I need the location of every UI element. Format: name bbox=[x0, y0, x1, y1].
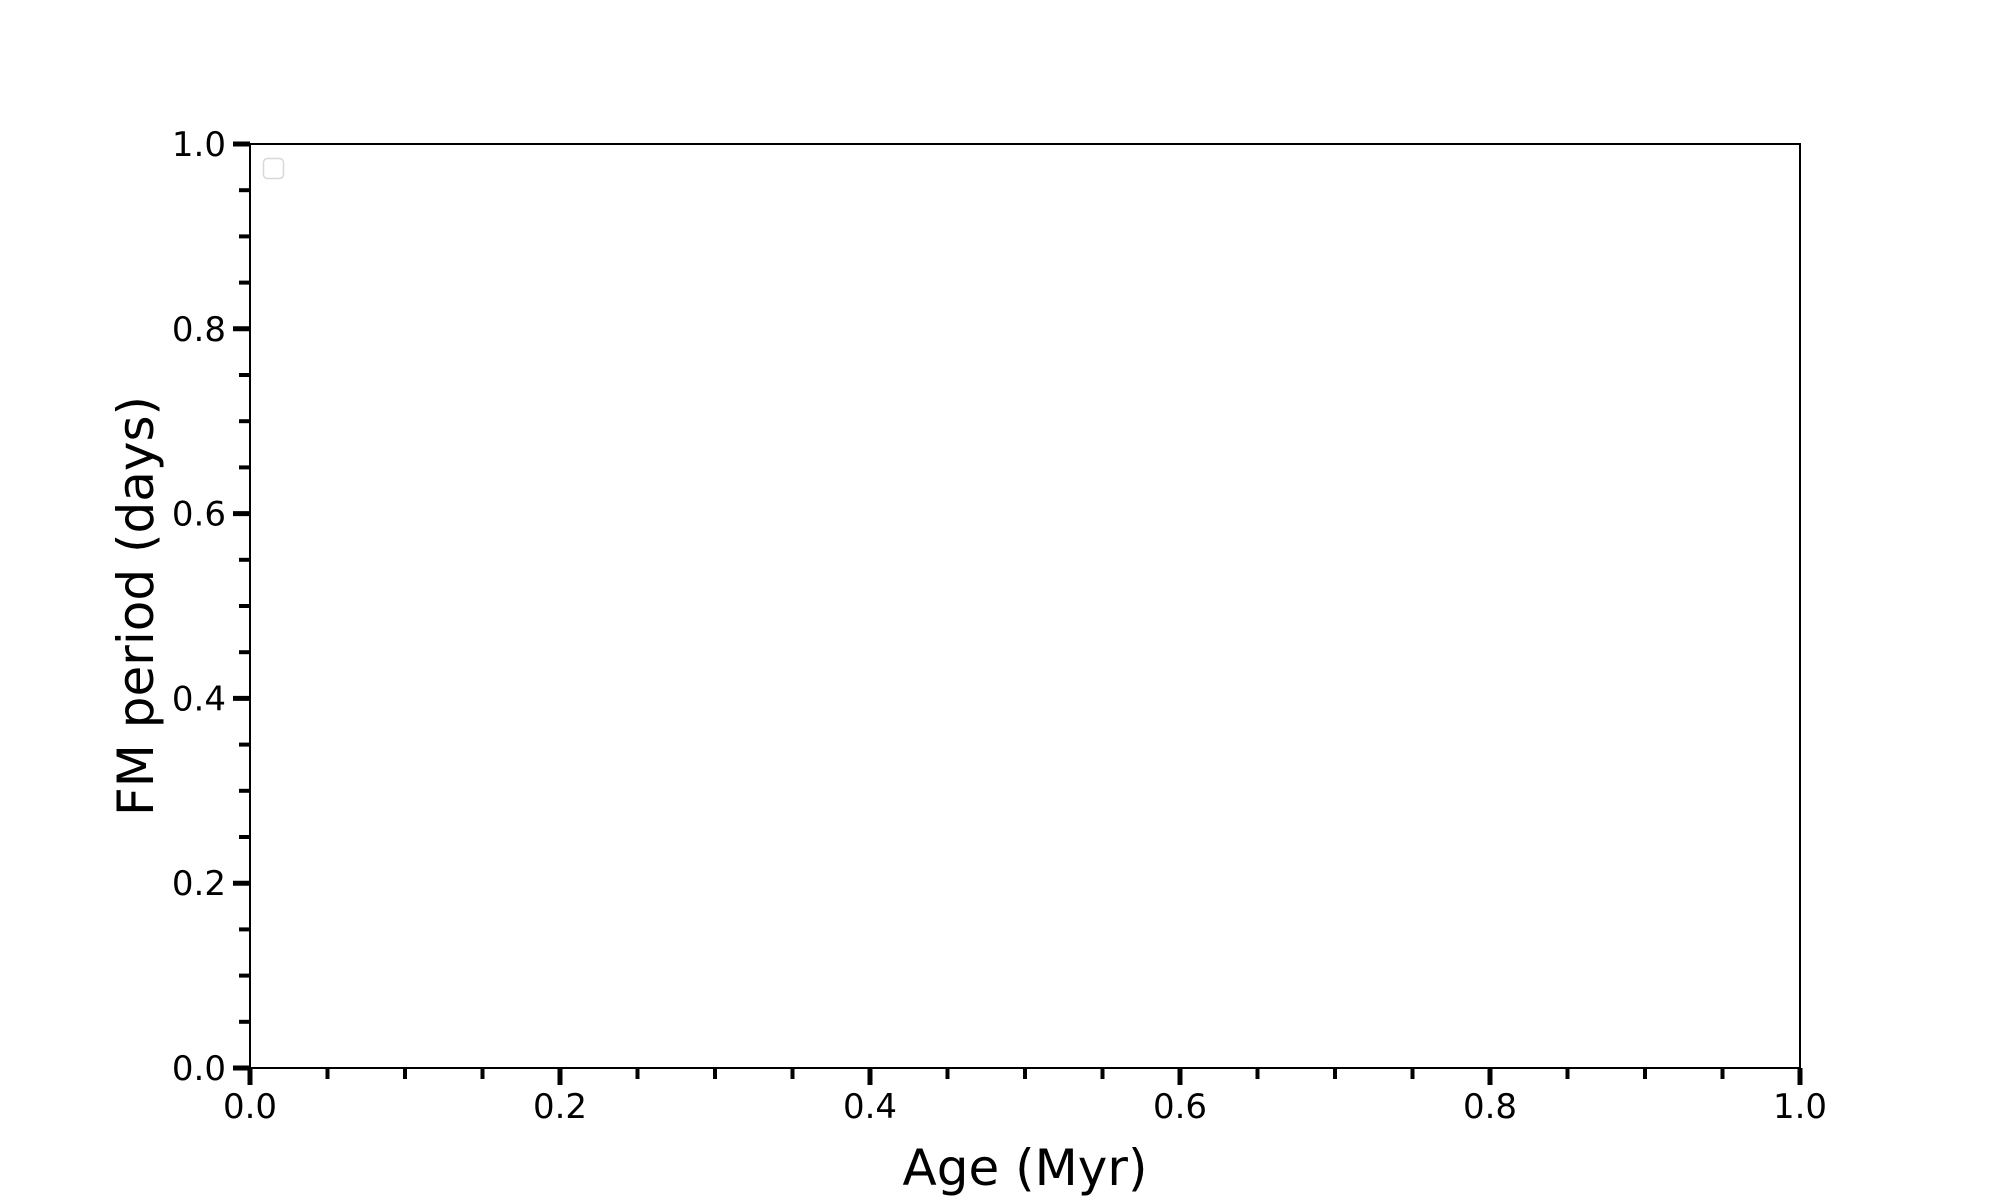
y-tick-label: 0.2 bbox=[172, 864, 226, 904]
x-tick-label: 1.0 bbox=[1773, 1087, 1827, 1127]
ticks: 0.0 0.2 0.4 0.6 0.8 1.0 0.0 0.2 0.4 0.6 0.8 1.0 bbox=[172, 125, 1827, 1127]
y-tick-label: 0.4 bbox=[172, 679, 226, 719]
x-axis-label: Age (Myr) bbox=[903, 1139, 1148, 1197]
legend-box bbox=[262, 157, 285, 180]
x-tick-label: 0.6 bbox=[1153, 1087, 1207, 1127]
x-tick-label: 0.2 bbox=[533, 1087, 587, 1127]
x-tick-label: 0.0 bbox=[223, 1087, 277, 1127]
plot-frame bbox=[249, 143, 1801, 1069]
x-tick-label: 0.4 bbox=[843, 1087, 897, 1127]
y-tick-label: 0.8 bbox=[172, 310, 226, 350]
y-tick-label: 0.6 bbox=[172, 495, 226, 535]
y-axis-label: FM period (days) bbox=[107, 396, 165, 816]
y-tick-label: 0.0 bbox=[172, 1049, 226, 1089]
y-tick-label: 1.0 bbox=[172, 125, 226, 165]
x-tick-label: 0.8 bbox=[1463, 1087, 1517, 1127]
